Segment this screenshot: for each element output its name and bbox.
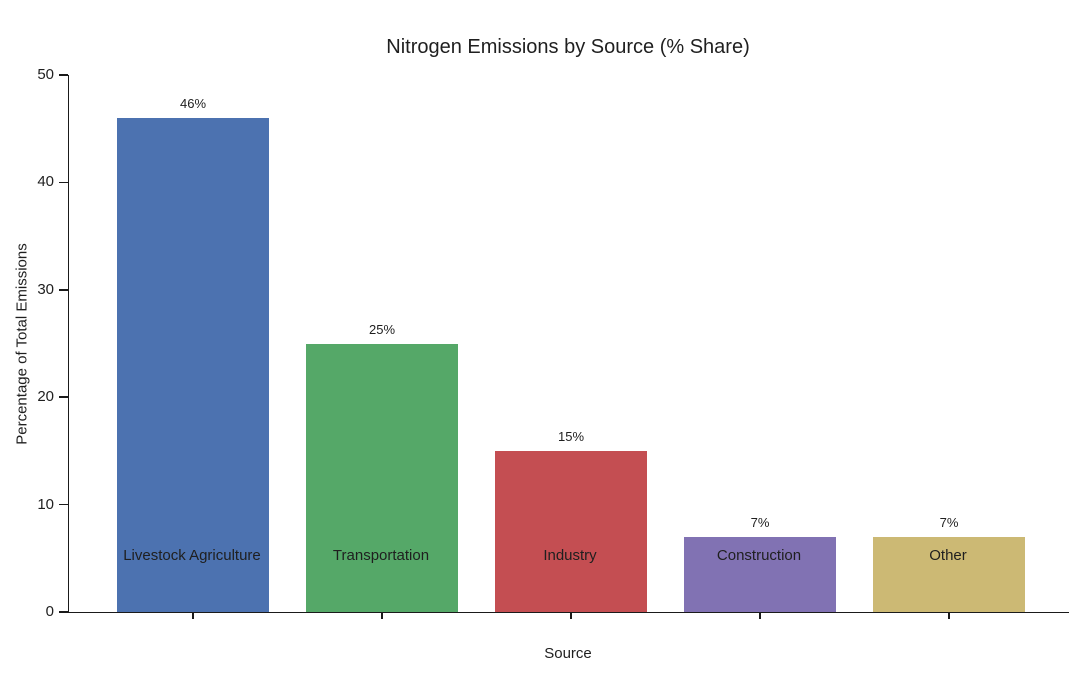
y-tick-label: 20	[37, 388, 54, 406]
x-tick-label: Livestock Agriculture	[123, 547, 261, 564]
bar-value-label: 25%	[368, 321, 396, 337]
y-tick-label: 30	[37, 280, 54, 298]
chart-title: Nitrogen Emissions by Source (% Share)	[386, 36, 750, 58]
bar-value-label: 15%	[557, 428, 585, 444]
x-tick-label: Other	[929, 547, 967, 564]
x-tick-mark	[570, 612, 572, 619]
y-tick-mark	[59, 74, 68, 76]
bar-value-label: 46%	[179, 95, 207, 111]
bar-livestock-agriculture	[117, 117, 269, 612]
bar-transportation	[306, 343, 458, 612]
bar-value-label: 7%	[939, 514, 959, 530]
bar-value-label: 7%	[750, 514, 770, 530]
y-tick-mark	[59, 396, 68, 398]
x-tick-mark	[759, 612, 761, 619]
x-tick-mark	[948, 612, 950, 619]
y-tick-mark	[59, 289, 68, 291]
plot-area: 0 10 20 30 40 50 46% 25% 15% 7% 7%	[37, 66, 1069, 620]
y-tick-label: 50	[37, 66, 54, 84]
x-tick-label: Construction	[716, 547, 802, 564]
y-tick-label: 40	[37, 173, 54, 191]
bar-industry	[495, 450, 647, 612]
x-tick-mark	[381, 612, 383, 619]
x-tick-label: Transportation	[332, 547, 430, 564]
y-tick-mark	[59, 611, 68, 613]
x-tick-mark	[192, 612, 194, 619]
y-tick-mark	[59, 503, 68, 506]
y-tick-label: 0	[45, 603, 54, 621]
x-axis-label: Source	[544, 645, 592, 662]
x-tick-label: Industry	[543, 547, 597, 564]
bar-other	[873, 536, 1025, 612]
bar-construction	[684, 536, 836, 612]
y-tick-mark	[59, 181, 68, 184]
y-tick-label: 10	[37, 495, 54, 513]
y-axis-label: Percentage of Total Emissions	[13, 243, 31, 445]
